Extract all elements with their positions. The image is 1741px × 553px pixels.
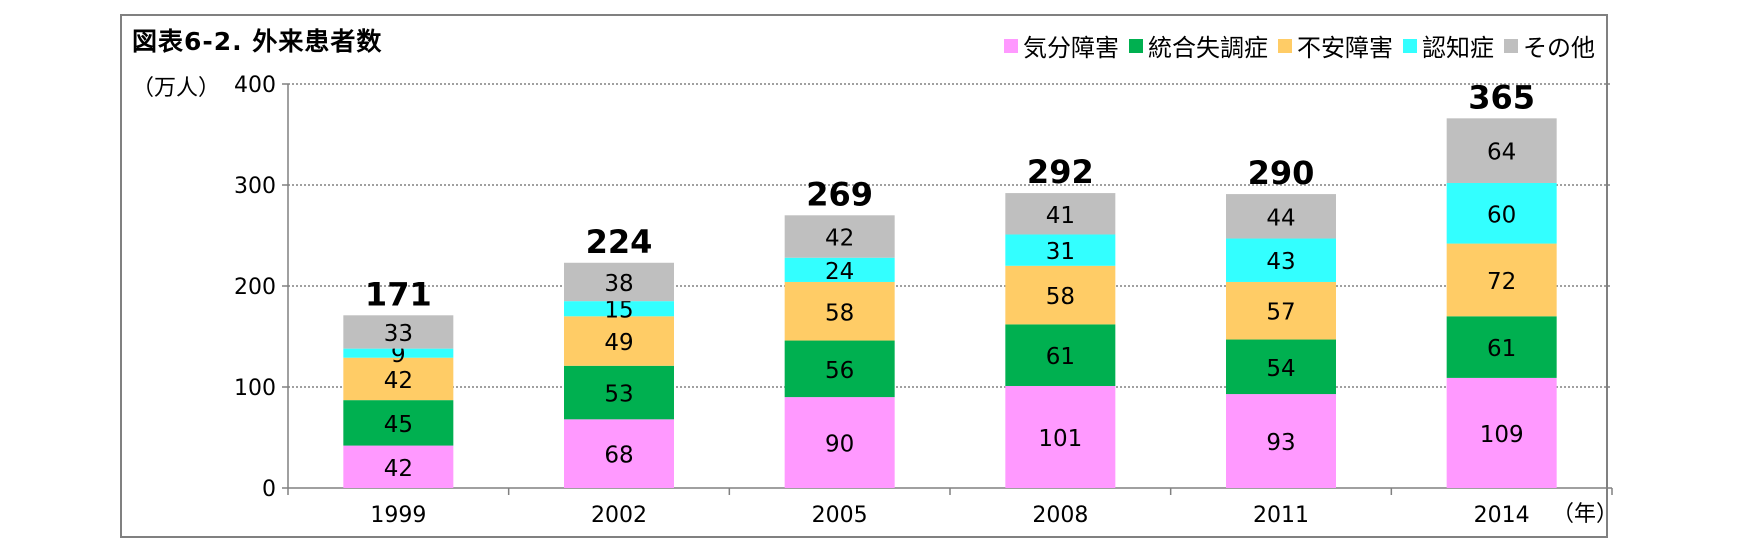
x-tick-label: 1999 — [370, 503, 426, 528]
chart-title: 図表6-2. 外来患者数 — [132, 27, 383, 56]
bar-segment — [784, 397, 895, 488]
legend-label-mood-disorder: 気分障害 — [1023, 34, 1119, 62]
bar-segment — [1446, 182, 1557, 244]
bar-segment — [343, 315, 454, 349]
segment-value-label: 54 — [1266, 356, 1295, 382]
bar-segment — [564, 301, 674, 317]
segment-value-label: 58 — [1046, 284, 1075, 310]
bar-total-label: 365 — [1468, 78, 1535, 116]
legend-label-schizophrenia: 統合失調症 — [1148, 34, 1268, 62]
bar-segment — [1005, 234, 1116, 266]
segment-value-label: 45 — [384, 412, 413, 438]
segment-value-label: 90 — [825, 432, 854, 458]
segment-value-label: 72 — [1487, 269, 1516, 295]
bar-segment — [1005, 385, 1116, 488]
x-axis-unit-label: （年） — [1552, 502, 1619, 527]
bar-segment — [1005, 193, 1116, 235]
segment-value-label: 44 — [1266, 205, 1295, 231]
bar-segment — [1446, 316, 1557, 378]
bar-segment — [1446, 243, 1557, 317]
bar-segment — [1226, 394, 1336, 488]
bar-segment — [784, 257, 895, 282]
legend-label-other: その他 — [1523, 34, 1595, 62]
segment-value-label: 41 — [1046, 203, 1075, 229]
x-tick-label: 2014 — [1474, 503, 1530, 528]
x-tick-label: 2005 — [812, 503, 868, 528]
bar-segment — [1005, 324, 1116, 386]
segment-value-label: 101 — [1038, 426, 1082, 452]
bar-segment — [1226, 281, 1336, 340]
bar-segment — [564, 419, 674, 488]
bar-segment — [564, 262, 674, 302]
bar-segment — [564, 316, 674, 366]
legend-swatch-other — [1504, 38, 1518, 53]
legend-item-mood-disorder: 気分障害 — [1004, 28, 1119, 63]
bar-segment — [1226, 339, 1336, 395]
bar-segment — [1446, 118, 1557, 183]
segment-value-label: 61 — [1487, 336, 1516, 362]
segment-value-label: 43 — [1266, 249, 1295, 275]
bar-segment — [1226, 194, 1336, 239]
segment-value-label: 38 — [604, 271, 633, 297]
legend-label-anxiety-disorder: 不安障害 — [1297, 34, 1393, 62]
segment-value-label: 93 — [1266, 430, 1295, 456]
bar-segment — [1226, 238, 1336, 282]
segment-value-label: 58 — [825, 300, 854, 326]
bar-segment — [1446, 377, 1557, 488]
segment-value-label: 64 — [1487, 140, 1516, 166]
segment-value-label: 49 — [604, 330, 633, 356]
segment-value-label: 33 — [384, 321, 413, 347]
y-tick-label: 200 — [234, 275, 276, 300]
bar-total-label: 269 — [806, 175, 873, 213]
bar-segment — [1005, 265, 1116, 325]
segment-value-label: 15 — [604, 298, 633, 324]
segment-value-label: 42 — [384, 368, 413, 394]
bar-segment — [564, 365, 674, 420]
bar-total-label: 292 — [1027, 153, 1094, 191]
bar-segment — [343, 348, 454, 358]
bar-segment — [343, 400, 454, 446]
segment-value-label: 56 — [825, 358, 854, 384]
bar-segment — [784, 281, 895, 341]
bar-total-label: 290 — [1248, 154, 1315, 192]
bar-total-label: 171 — [365, 275, 432, 313]
segment-value-label: 109 — [1480, 422, 1524, 448]
y-tick-label: 0 — [262, 477, 276, 502]
legend-swatch-mood-disorder — [1004, 38, 1018, 53]
legend-item-anxiety-disorder: 不安障害 — [1278, 28, 1393, 63]
bar-total-label: 224 — [586, 223, 653, 261]
legend-swatch-anxiety-disorder — [1278, 38, 1292, 53]
bar-segment — [343, 445, 454, 488]
y-tick-label: 400 — [234, 73, 276, 98]
y-axis-unit-label: （万人） — [132, 76, 221, 101]
bar-segment — [784, 340, 895, 398]
legend-item-dementia: 認知症 — [1403, 28, 1494, 63]
segment-value-label: 61 — [1046, 344, 1075, 370]
legend-item-schizophrenia: 統合失調症 — [1129, 28, 1268, 63]
segment-value-label: 68 — [604, 443, 633, 469]
segment-value-label: 9 — [391, 342, 406, 368]
y-tick-label: 100 — [234, 376, 276, 401]
segment-value-label: 24 — [825, 259, 854, 285]
legend-swatch-schizophrenia — [1129, 38, 1143, 53]
segment-value-label: 31 — [1046, 239, 1075, 265]
legend-swatch-dementia — [1403, 38, 1417, 53]
x-tick-label: 2002 — [591, 503, 647, 528]
x-tick-label: 2008 — [1032, 503, 1088, 528]
segment-value-label: 57 — [1266, 300, 1295, 326]
segment-value-label: 42 — [825, 226, 854, 252]
bar-segment — [784, 215, 895, 258]
bar-segment — [343, 357, 454, 401]
segment-value-label: 60 — [1487, 202, 1516, 228]
x-tick-label: 2011 — [1253, 503, 1309, 528]
segment-value-label: 42 — [384, 456, 413, 482]
legend-item-other: その他 — [1504, 28, 1595, 63]
legend-label-dementia: 認知症 — [1422, 34, 1494, 62]
chart-legend: 気分障害 統合失調症 不安障害 認知症 その他 — [1004, 28, 1595, 63]
y-tick-label: 300 — [234, 174, 276, 199]
segment-value-label: 53 — [604, 382, 633, 408]
